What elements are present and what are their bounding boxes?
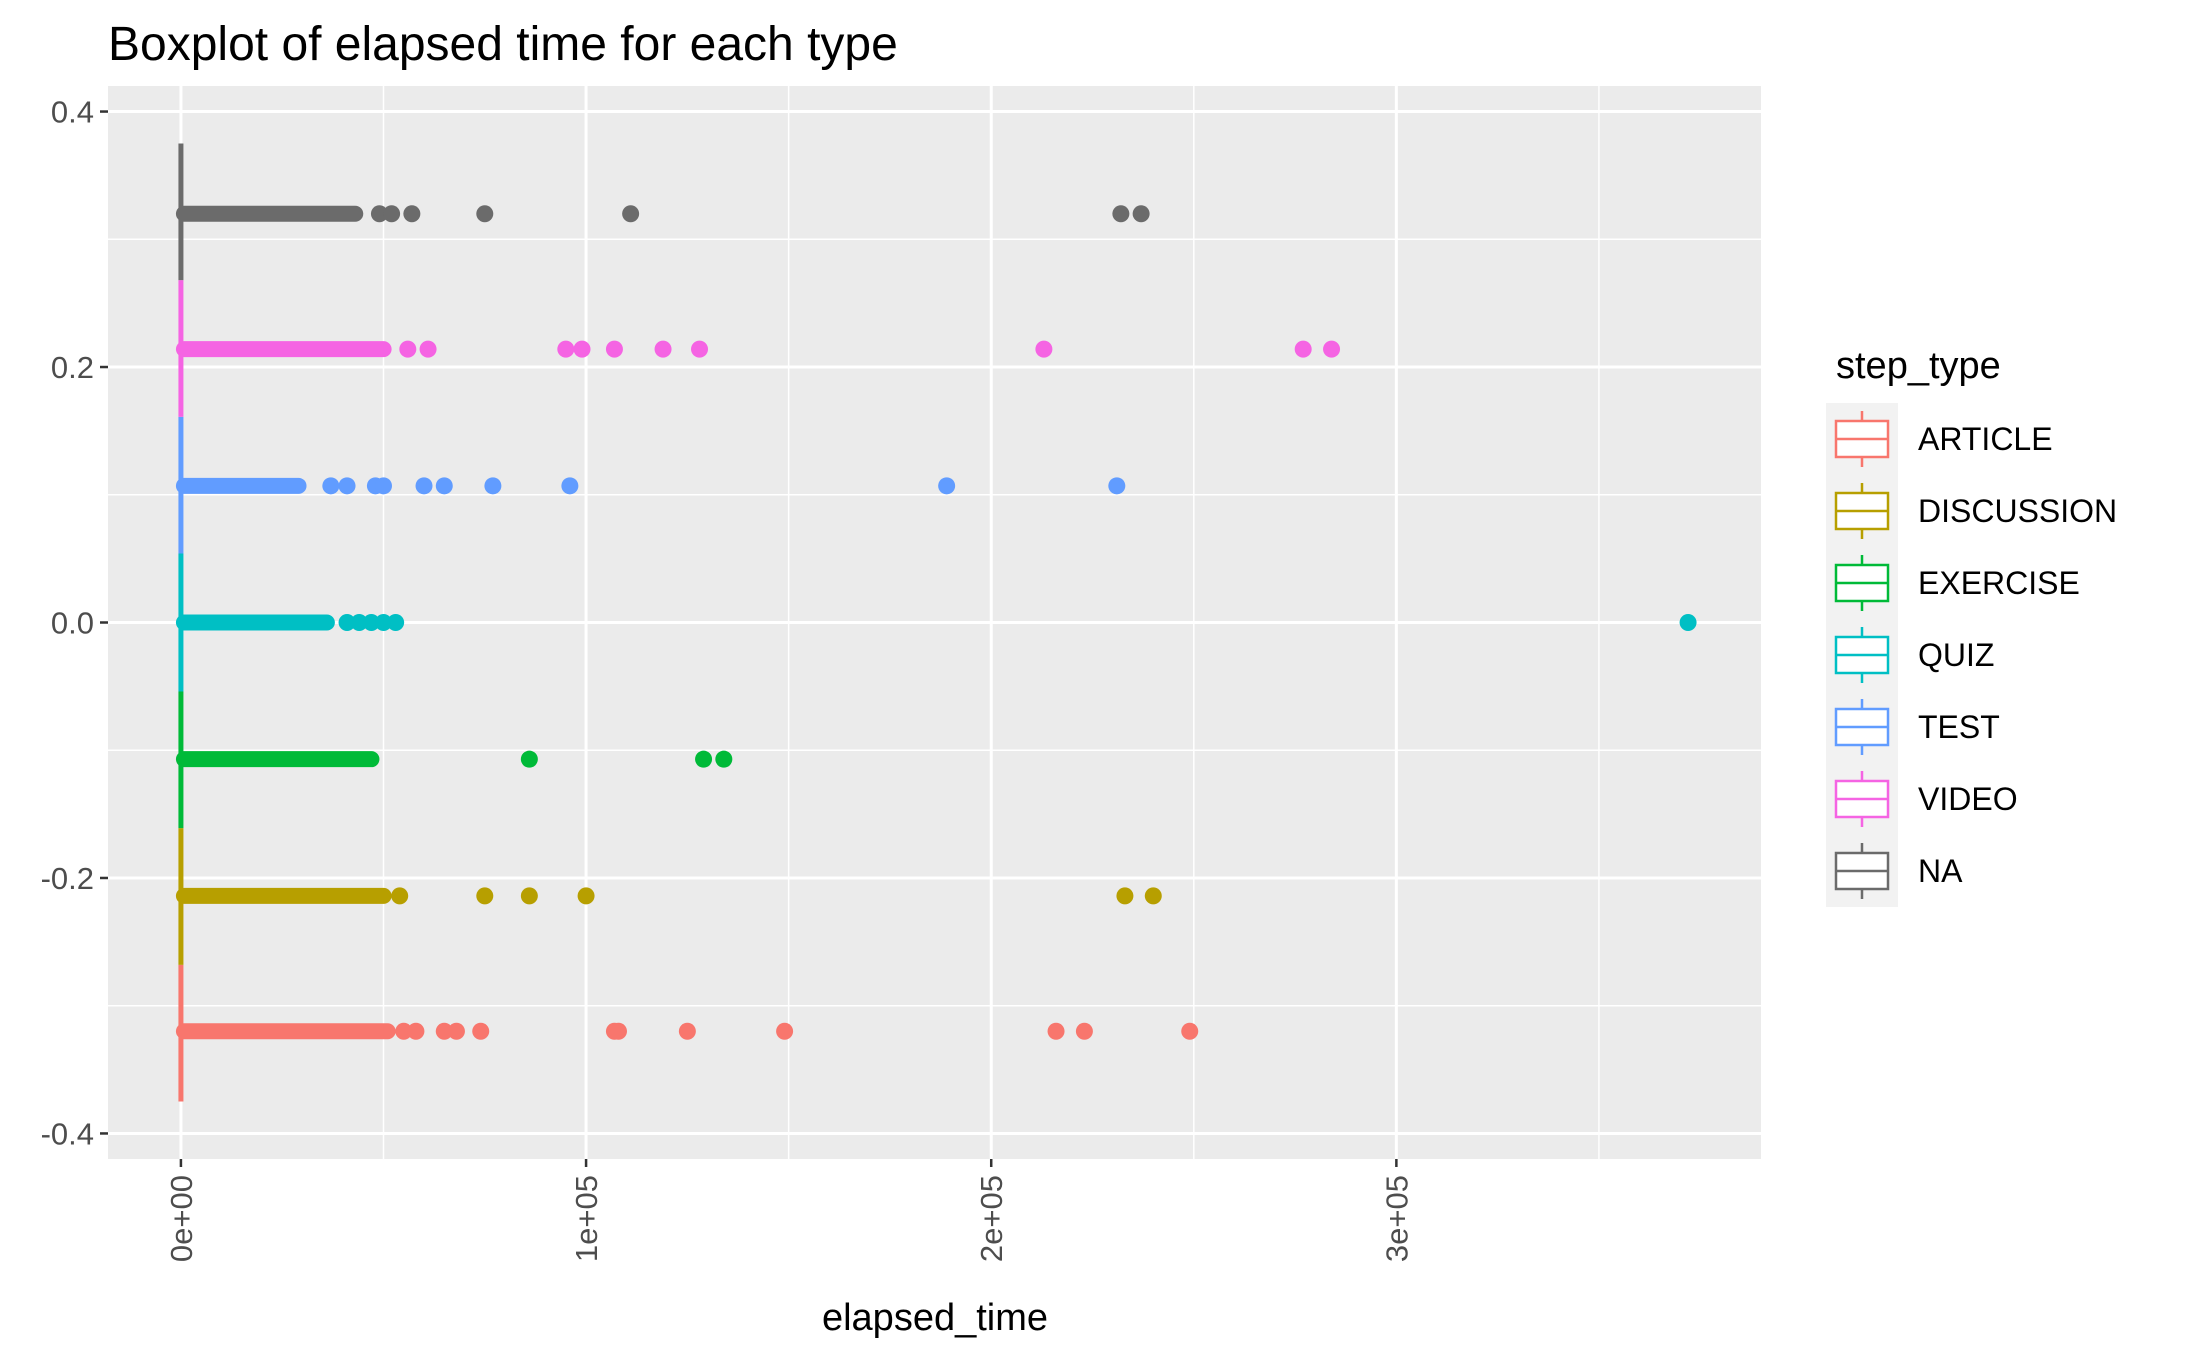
- outlier-point: [1132, 205, 1150, 223]
- outlier-point: [561, 477, 579, 495]
- y-tick-label: 0.2: [51, 350, 94, 385]
- outlier-point: [695, 750, 713, 768]
- dense-outlier-band: [175, 887, 392, 904]
- outlier-point: [419, 340, 437, 358]
- legend-label: EXERCISE: [1918, 565, 2080, 601]
- outlier-point: [520, 887, 538, 905]
- outlier-point: [678, 1022, 696, 1040]
- outlier-point: [1181, 1022, 1199, 1040]
- outlier-point: [776, 1022, 794, 1040]
- outlier-point: [383, 205, 401, 223]
- outlier-point: [1108, 477, 1126, 495]
- outlier-point: [1679, 614, 1697, 631]
- outlier-point: [520, 750, 538, 768]
- outlier-point: [573, 340, 591, 358]
- outlier-point: [1075, 1022, 1093, 1040]
- outlier-point: [338, 614, 356, 631]
- outlier-point: [387, 614, 405, 631]
- outlier-point: [435, 1022, 453, 1040]
- legend-label: NA: [1918, 853, 1963, 889]
- legend-item-test: TEST: [1834, 699, 2000, 755]
- x-tick-label: 2e+05: [974, 1175, 1009, 1262]
- y-tick-label: -0.2: [41, 861, 94, 896]
- outlier-point: [472, 1022, 490, 1040]
- outlier-point: [415, 477, 433, 495]
- legend-item-discussion: DISCUSSION: [1834, 483, 2117, 539]
- series-na: [175, 143, 1150, 281]
- dense-outlier-band: [175, 341, 392, 358]
- legend-item-exercise: EXERCISE: [1834, 555, 2080, 611]
- legend-label: TEST: [1918, 709, 2000, 745]
- outlier-point: [338, 477, 356, 495]
- outlier-point: [403, 205, 421, 223]
- series-discussion: [175, 828, 1162, 965]
- x-tick-label: 3e+05: [1379, 1175, 1414, 1262]
- outlier-point: [375, 614, 392, 631]
- outlier-point: [435, 477, 453, 495]
- outlier-point: [577, 887, 595, 905]
- legend: step_type ARTICLE DISCUSSION EXERCISE QUIZ T…: [1826, 345, 2117, 907]
- outlier-point: [1294, 340, 1312, 358]
- dense-outlier-band: [175, 614, 335, 631]
- series-test: [175, 416, 1126, 554]
- outlier-point: [1035, 340, 1053, 358]
- series-quiz: [175, 553, 1697, 692]
- legend-item-article: ARTICLE: [1834, 411, 2053, 467]
- legend-item-na: NA: [1834, 843, 1963, 899]
- dense-outlier-band: [175, 477, 307, 494]
- dense-outlier-band: [175, 205, 364, 222]
- dense-outlier-band: [175, 1023, 396, 1040]
- chart-marks: [175, 143, 1697, 1102]
- x-axis-label: elapsed_time: [822, 1297, 1048, 1339]
- outlier-point: [1047, 1022, 1065, 1040]
- outlier-point: [350, 614, 368, 631]
- legend-label: VIDEO: [1918, 781, 2018, 817]
- chart-title: Boxplot of elapsed time for each type: [108, 18, 898, 71]
- outlier-point: [399, 340, 417, 358]
- axes: 0.4 0.2 0.0 -0.2 -0.4 0e+00 1e+05 2e+05 3e+05: [41, 95, 1415, 1263]
- outlier-point: [654, 340, 672, 358]
- outlier-point: [1116, 887, 1134, 905]
- outlier-point: [605, 340, 623, 358]
- outlier-point: [395, 1022, 413, 1040]
- outlier-point: [447, 1022, 465, 1040]
- legend-label: DISCUSSION: [1918, 493, 2117, 529]
- series-video: [175, 280, 1341, 417]
- outlier-point: [322, 477, 340, 495]
- outlier-point: [622, 205, 640, 223]
- outlier-point: [557, 340, 575, 358]
- outlier-point: [391, 887, 409, 905]
- x-tick-label: 0e+00: [164, 1175, 199, 1262]
- y-tick-label: 0.4: [51, 95, 94, 130]
- y-tick-label: 0.0: [51, 606, 94, 641]
- outlier-point: [476, 887, 494, 905]
- legend-label: QUIZ: [1918, 637, 1994, 673]
- dense-outlier-band: [175, 751, 380, 768]
- outlier-point: [1144, 887, 1162, 905]
- outlier-point: [938, 477, 956, 495]
- outlier-point: [1323, 340, 1341, 358]
- outlier-point: [476, 205, 494, 223]
- outlier-point: [715, 750, 733, 768]
- x-tick-label: 1e+05: [569, 1175, 604, 1262]
- outlier-point: [1112, 205, 1130, 223]
- outlier-point: [691, 340, 709, 358]
- y-tick-label: -0.4: [41, 1116, 94, 1151]
- legend-item-quiz: QUIZ: [1834, 627, 1994, 683]
- series-article: [175, 964, 1199, 1102]
- outlier-point: [407, 1022, 425, 1040]
- legend-title: step_type: [1836, 345, 2001, 387]
- outlier-point: [609, 1022, 627, 1040]
- outlier-point: [375, 477, 392, 495]
- legend-item-video: VIDEO: [1834, 771, 2018, 827]
- outlier-point: [370, 205, 388, 223]
- series-exercise: [175, 691, 733, 829]
- outlier-point: [484, 477, 502, 495]
- legend-label: ARTICLE: [1918, 421, 2053, 457]
- outlier-point: [362, 614, 380, 631]
